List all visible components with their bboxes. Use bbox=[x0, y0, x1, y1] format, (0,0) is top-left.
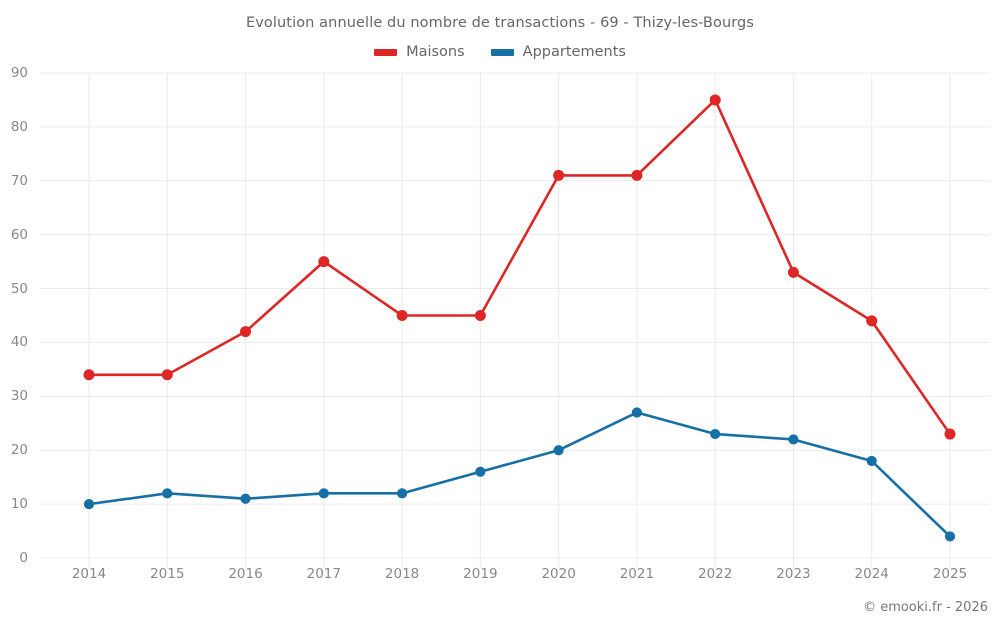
data-point bbox=[162, 488, 173, 499]
data-point bbox=[787, 266, 799, 278]
y-axis-label: 20 bbox=[10, 442, 28, 459]
chart-legend: Maisons Appartements bbox=[0, 44, 1000, 60]
y-axis-label: 10 bbox=[10, 496, 28, 513]
data-point bbox=[631, 169, 643, 181]
data-point bbox=[83, 499, 95, 510]
data-point bbox=[475, 466, 486, 477]
data-point bbox=[709, 94, 721, 106]
x-axis-label: 2023 bbox=[776, 566, 811, 582]
data-point bbox=[944, 428, 956, 440]
data-point bbox=[240, 493, 251, 504]
legend-item-appartements[interactable]: Appartements bbox=[490, 44, 626, 60]
y-axis-label: 30 bbox=[10, 388, 28, 405]
data-point bbox=[788, 434, 799, 445]
data-point bbox=[83, 369, 95, 381]
data-point bbox=[396, 310, 408, 321]
x-axis-label: 2021 bbox=[619, 566, 655, 582]
x-axis-label: 2024 bbox=[854, 566, 889, 582]
data-point bbox=[944, 531, 956, 542]
y-axis-label: 50 bbox=[10, 280, 28, 297]
x-axis-label: 2017 bbox=[306, 566, 341, 582]
x-axis-label: 2025 bbox=[932, 566, 968, 582]
y-axis-label: 70 bbox=[10, 172, 28, 189]
y-axis-label: 80 bbox=[10, 118, 28, 135]
data-point bbox=[553, 169, 565, 181]
x-axis-label: 2022 bbox=[697, 566, 733, 582]
y-axis-label: 0 bbox=[19, 550, 28, 566]
legend-swatch-maisons bbox=[374, 48, 398, 56]
data-point bbox=[631, 407, 643, 418]
chart-title: Evolution annuelle du nombre de transact… bbox=[245, 15, 755, 31]
legend-item-maisons[interactable]: Maisons bbox=[374, 44, 465, 60]
data-point bbox=[161, 369, 173, 381]
data-point bbox=[553, 445, 564, 456]
legend-label-maisons: Maisons bbox=[406, 44, 465, 60]
x-axis-label: 2016 bbox=[228, 566, 263, 582]
y-axis-label: 90 bbox=[10, 65, 28, 81]
x-axis-label: 2014 bbox=[71, 566, 107, 582]
footer-credit: © emooki.fr - 2026 bbox=[863, 600, 988, 615]
data-point bbox=[240, 326, 252, 338]
x-axis-label: 2018 bbox=[384, 566, 420, 582]
legend-label-appartements: Appartements bbox=[522, 44, 626, 60]
data-point bbox=[474, 310, 486, 321]
data-point bbox=[318, 488, 329, 499]
series-line-appartements bbox=[87, 411, 952, 538]
x-axis-label: 2015 bbox=[150, 566, 185, 582]
data-point bbox=[866, 315, 878, 327]
y-axis-label: 40 bbox=[10, 334, 28, 351]
data-point bbox=[318, 256, 330, 268]
x-axis-label: 2019 bbox=[463, 566, 498, 582]
x-axis-label: 2020 bbox=[541, 566, 576, 582]
legend-swatch-appartements bbox=[490, 48, 514, 56]
data-point bbox=[396, 488, 408, 499]
data-point bbox=[866, 455, 877, 467]
series-line-maisons bbox=[87, 98, 952, 436]
data-point bbox=[710, 428, 721, 440]
y-axis-label: 60 bbox=[10, 226, 28, 243]
